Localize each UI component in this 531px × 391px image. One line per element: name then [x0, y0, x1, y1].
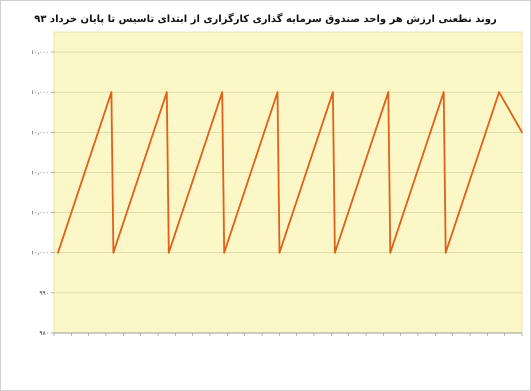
data-point [165, 91, 168, 94]
data-point [221, 91, 224, 94]
data-point [332, 91, 334, 94]
y-tick-label: ۱۰،۰۰۰ [31, 129, 49, 136]
data-point [498, 91, 500, 94]
plot-area [53, 31, 523, 334]
y-tick-label: ۱۰،۰۰۰ [31, 169, 49, 176]
chart-title: روند نطعنی ارزش هر واحد صندوق سرمایه گذا… [34, 14, 497, 25]
data-point [112, 251, 115, 254]
data-point [110, 91, 113, 94]
y-tick-label: ۹۸۰ [39, 330, 49, 337]
data-point [444, 251, 447, 254]
y-tick-label: ۱۰،۰۰۰ [31, 250, 49, 257]
y-tick-label: ۱۰،۰۰۰ [31, 49, 49, 56]
data-point [334, 251, 336, 254]
data-point [276, 91, 279, 94]
y-tick-label: ۱۰،۰۰۰ [31, 210, 49, 217]
data-point [278, 251, 281, 254]
data-point [389, 251, 392, 254]
y-tick-label: ۱۰،۰۰۰ [31, 89, 49, 96]
data-point [442, 91, 445, 94]
data-point [521, 131, 523, 134]
data-point [167, 251, 170, 254]
data-point [57, 251, 59, 254]
data-point [223, 251, 226, 254]
y-tick-label: ۹۹۰ [39, 290, 49, 297]
data-point [387, 91, 390, 94]
